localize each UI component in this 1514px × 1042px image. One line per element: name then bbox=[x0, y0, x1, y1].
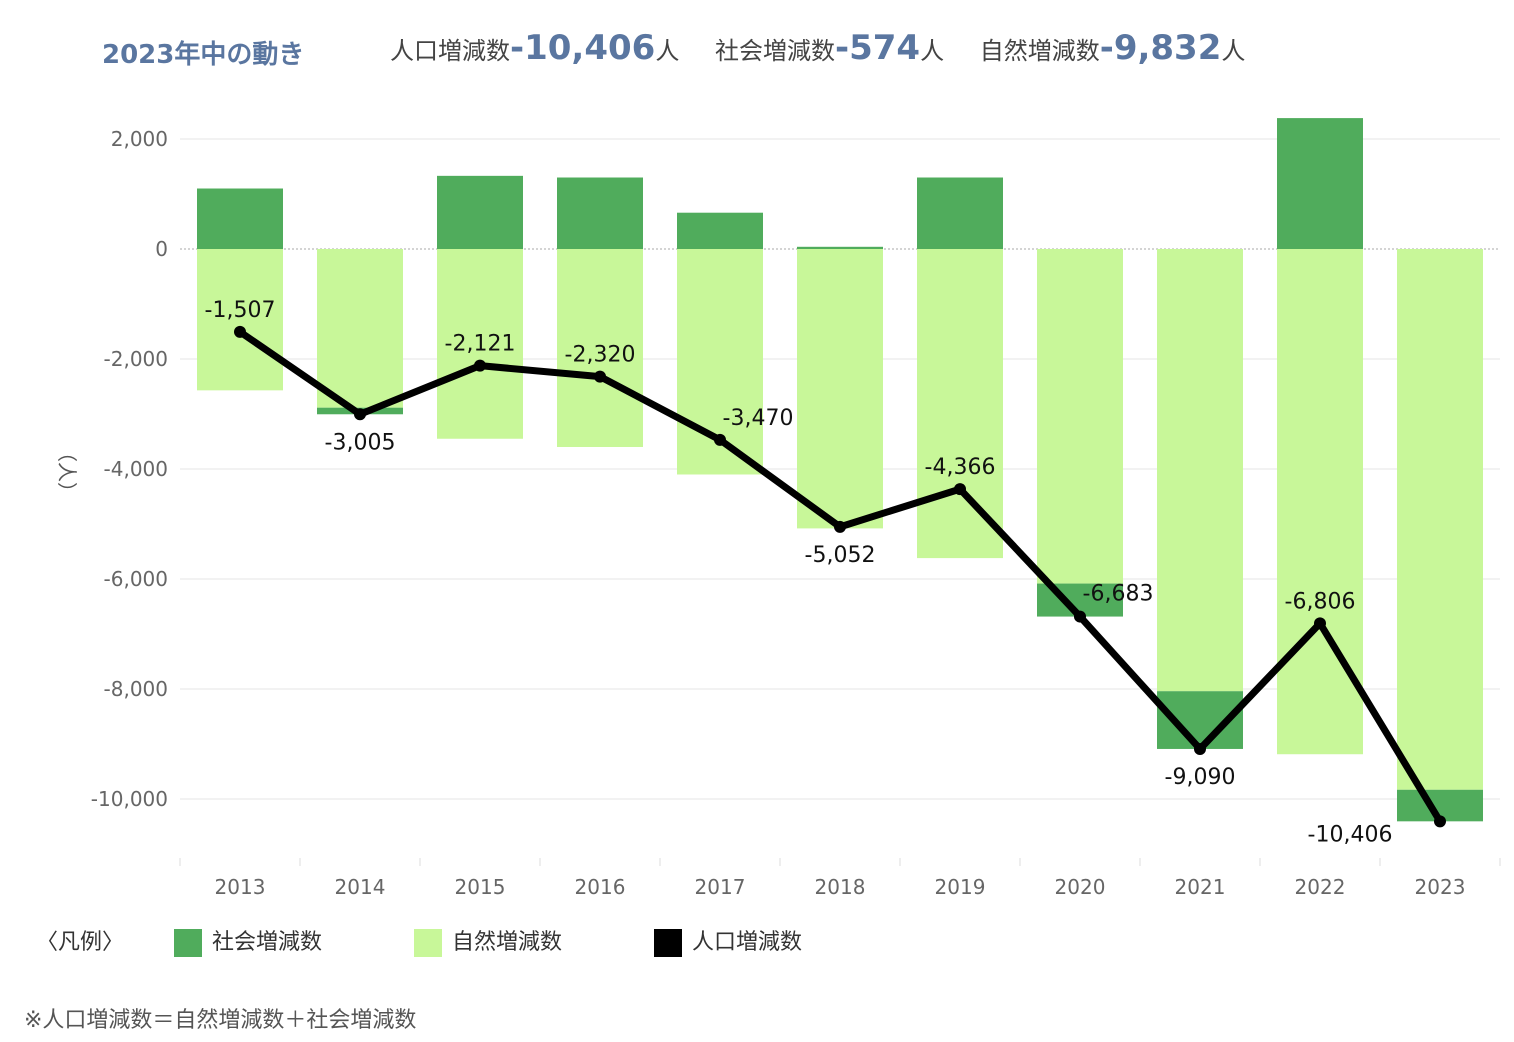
stat-value: -10,406 bbox=[510, 28, 656, 68]
stat-natural-change: 自然増減数-9,832人 bbox=[979, 28, 1246, 68]
population-point-2023 bbox=[1434, 815, 1446, 828]
bar-social-2019 bbox=[917, 177, 1003, 249]
bar-social-2013 bbox=[197, 188, 283, 249]
population-change-chart: 2013 2014 2015 2016 2017 2018 2019 2020 2021 2022… bbox=[55, 118, 1501, 899]
population-point-2013 bbox=[234, 325, 246, 338]
population-point-2018 bbox=[834, 520, 846, 533]
bar-social-2018 bbox=[797, 246, 883, 249]
x-tick-label: 2021 bbox=[1175, 875, 1226, 899]
x-tick-label: 2018 bbox=[815, 875, 866, 899]
legend-label: 社会増減数 bbox=[212, 930, 323, 955]
bar-natural-2023 bbox=[1397, 249, 1483, 790]
data-labels: -1,507 -3,005 -2,121 -2,320 -3,470 -5,052 -4,3… bbox=[205, 298, 1393, 847]
x-tick-label: 2016 bbox=[575, 875, 626, 899]
legend-label: 自然増減数 bbox=[452, 930, 563, 955]
bar-social-2022 bbox=[1277, 118, 1363, 249]
stat-unit: 人 bbox=[1221, 37, 1246, 65]
stat-label: 社会増減数 bbox=[714, 37, 835, 65]
stat-social-change: 社会増減数-574人 bbox=[714, 28, 945, 68]
stat-population-change: 人口増減数-10,406人 bbox=[390, 28, 680, 68]
x-tick-label: 2019 bbox=[935, 875, 986, 899]
footnote: ※人口増減数＝自然増減数＋社会増減数 bbox=[24, 1008, 417, 1033]
legend-item-social: 社会増減数 bbox=[174, 924, 322, 957]
y-tick-label: -10,000 bbox=[91, 787, 168, 811]
x-tick-label: 2013 bbox=[215, 875, 266, 899]
stat-unit: 人 bbox=[920, 37, 945, 65]
population-point-2015 bbox=[474, 359, 486, 372]
bar-natural-2020 bbox=[1037, 249, 1123, 584]
x-tick-label: 2014 bbox=[335, 875, 386, 899]
data-label-2016: -2,320 bbox=[565, 343, 636, 368]
data-label-2018: -5,052 bbox=[805, 543, 876, 568]
population-point-2020 bbox=[1074, 610, 1086, 623]
y-axis-label: （人） bbox=[55, 442, 79, 502]
legend-label: 人口増減数 bbox=[692, 930, 803, 955]
y-tick-label: -2,000 bbox=[104, 347, 168, 371]
population-point-2021 bbox=[1194, 742, 1206, 755]
legend-title: 〈凡例〉 bbox=[36, 930, 125, 955]
bar-natural-2015 bbox=[437, 249, 523, 439]
population-point-2019 bbox=[954, 483, 966, 496]
x-tick-label: 2022 bbox=[1295, 875, 1346, 899]
legend-swatch bbox=[414, 929, 442, 957]
data-label-2022: -6,806 bbox=[1285, 589, 1356, 614]
data-label-2020: -6,683 bbox=[1083, 582, 1154, 607]
data-label-2023: -10,406 bbox=[1308, 822, 1393, 847]
stat-value: -9,832 bbox=[1099, 28, 1222, 68]
x-axis: 2013 2014 2015 2016 2017 2018 2019 2020 2021 2022… bbox=[179, 858, 1501, 899]
data-label-2021: -9,090 bbox=[1165, 765, 1236, 790]
bar-social-2016 bbox=[557, 177, 643, 249]
x-tick-label: 2015 bbox=[455, 875, 506, 899]
population-point-2022 bbox=[1314, 617, 1326, 630]
x-tick-label: 2023 bbox=[1415, 875, 1466, 899]
bar-natural-2016 bbox=[557, 249, 643, 447]
chart-title: 2023年中の動き bbox=[102, 40, 305, 70]
data-label-2015: -2,121 bbox=[445, 332, 516, 357]
bar-natural-2021 bbox=[1157, 249, 1243, 692]
summary-stats: 人口増減数-10,406人 社会増減数-574人 自然増減数-9,832人 bbox=[390, 28, 1273, 68]
legend-item-population: 人口増減数 bbox=[654, 924, 802, 957]
stat-label: 人口増減数 bbox=[390, 37, 510, 65]
population-point-2014 bbox=[354, 408, 366, 421]
population-point-2016 bbox=[594, 370, 606, 383]
y-tick-label: 0 bbox=[155, 237, 168, 261]
stat-label: 自然増減数 bbox=[979, 37, 1100, 65]
chart-header: 2023年中の動き 人口増減数-10,406人 社会増減数-574人 自然増減数… bbox=[0, 28, 1514, 78]
legend-swatch bbox=[174, 929, 202, 957]
bar-social-2015 bbox=[437, 175, 523, 249]
bar-natural-2019 bbox=[917, 249, 1003, 559]
y-tick-label: -6,000 bbox=[104, 567, 168, 591]
bar-social-2017 bbox=[677, 212, 763, 249]
legend-swatch bbox=[654, 929, 682, 957]
stat-unit: 人 bbox=[655, 37, 680, 65]
data-label-2013: -1,507 bbox=[205, 298, 276, 323]
y-tick-label: -8,000 bbox=[104, 677, 168, 701]
population-point-2017 bbox=[714, 433, 726, 446]
bar-natural-2014 bbox=[317, 249, 403, 408]
x-tick-label: 2020 bbox=[1055, 875, 1106, 899]
y-tick-label: -4,000 bbox=[104, 457, 168, 481]
legend-item-natural: 自然増減数 bbox=[414, 924, 562, 957]
y-tick-label: 2,000 bbox=[111, 127, 168, 151]
population-line bbox=[234, 325, 1446, 828]
data-label-2014: -3,005 bbox=[325, 430, 396, 455]
bar-natural-2013 bbox=[197, 249, 283, 391]
stat-value: -574 bbox=[834, 28, 921, 68]
data-label-2019: -4,366 bbox=[925, 455, 996, 480]
bar-natural-2018 bbox=[797, 249, 883, 529]
y-axis: 2,000 0 -2,000 -4,000 -6,000 -8,000 -10,000 （人） bbox=[55, 127, 168, 811]
data-label-2017: -3,470 bbox=[723, 406, 794, 431]
x-tick-label: 2017 bbox=[695, 875, 746, 899]
